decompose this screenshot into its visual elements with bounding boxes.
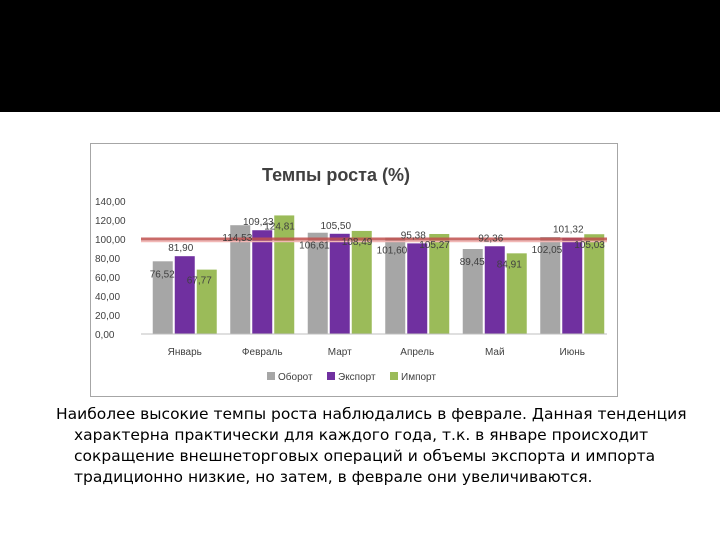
y-tick-label: 140,00 — [95, 197, 126, 208]
x-tick-label: Январь — [168, 347, 202, 358]
y-axis: 0,00 20,00 40,00 60,00 80,00 100,00 120,00 140,… — [95, 197, 126, 341]
x-tick-label: Июнь — [560, 347, 585, 358]
bar — [385, 237, 406, 334]
bar — [407, 243, 428, 334]
y-tick-label: 20,00 — [95, 311, 120, 322]
bar — [484, 246, 505, 334]
chart-frame: Темпы роста (%) 0,00 20,00 40,00 60,00 80,00… — [90, 143, 618, 397]
bar — [462, 249, 483, 334]
data-label: 81,90 — [168, 243, 193, 254]
bar — [152, 261, 173, 334]
bar — [351, 230, 372, 334]
x-tick-label: Апрель — [400, 347, 434, 358]
legend-label: Оборот — [278, 371, 313, 383]
bar — [562, 237, 583, 334]
data-label: 92,36 — [478, 233, 503, 244]
bar-chart: Темпы роста (%) 0,00 20,00 40,00 60,00 80,00… — [95, 165, 607, 383]
legend-swatch — [327, 372, 335, 380]
data-label: 106,61 — [299, 241, 330, 252]
y-tick-label: 80,00 — [95, 254, 120, 265]
y-tick-label: 120,00 — [95, 216, 126, 227]
bar — [252, 230, 273, 334]
caption-line: сокращение внешнеторговых операций и объ… — [74, 447, 656, 465]
caption-line: традиционно низкие, но затем, в феврале … — [74, 468, 593, 486]
bar — [329, 233, 350, 334]
x-tick-label: Май — [485, 347, 505, 358]
data-label: 105,03 — [574, 240, 605, 251]
legend-label: Импорт — [401, 372, 436, 383]
data-label: 108,49 — [342, 237, 373, 248]
x-axis: Январь Февраль Март Апрель Май Июнь — [168, 347, 585, 358]
reference-line-group — [141, 237, 607, 243]
legend: Оборот Экспорт Импорт — [267, 371, 436, 383]
data-label: 101,32 — [553, 225, 584, 236]
bar — [584, 234, 605, 334]
caption-line: характерна практически для каждого года,… — [74, 426, 649, 444]
bar — [274, 215, 295, 334]
data-label: 84,91 — [497, 259, 522, 270]
y-tick-label: 60,00 — [95, 273, 120, 284]
bars — [141, 215, 607, 335]
data-label: 109,23 — [243, 217, 274, 228]
data-label: 105,27 — [419, 240, 450, 251]
y-tick-label: 40,00 — [95, 292, 120, 303]
bar — [540, 237, 561, 334]
data-label: 95,38 — [401, 230, 426, 241]
legend-swatch — [390, 372, 398, 380]
x-tick-label: Февраль — [242, 347, 283, 358]
chart-title: Темпы роста (%) — [262, 165, 410, 185]
bar — [174, 256, 195, 334]
x-tick-label: Март — [328, 347, 352, 358]
data-label: 124,81 — [264, 221, 295, 232]
y-tick-label: 100,00 — [95, 235, 126, 246]
bar — [196, 269, 217, 334]
bar — [506, 253, 527, 334]
slide-caption: Наиболее высокие темпы роста наблюдались… — [56, 404, 687, 488]
data-label: 67,77 — [187, 276, 212, 287]
bar — [429, 233, 450, 334]
data-label: 76,52 — [150, 269, 175, 280]
bar — [230, 225, 251, 334]
data-label: 105,50 — [320, 221, 351, 232]
bar — [307, 232, 328, 334]
legend-label: Экспорт — [338, 372, 376, 383]
caption-line: Наиболее высокие темпы роста наблюдались… — [56, 405, 687, 423]
slide-title-band — [0, 0, 720, 112]
legend-swatch — [267, 372, 275, 380]
data-label: 89,45 — [460, 257, 485, 268]
y-tick-label: 0,00 — [95, 330, 115, 341]
data-label: 102,05 — [532, 245, 563, 256]
data-label: 101,60 — [377, 245, 408, 256]
data-label: 114,53 — [222, 233, 252, 244]
